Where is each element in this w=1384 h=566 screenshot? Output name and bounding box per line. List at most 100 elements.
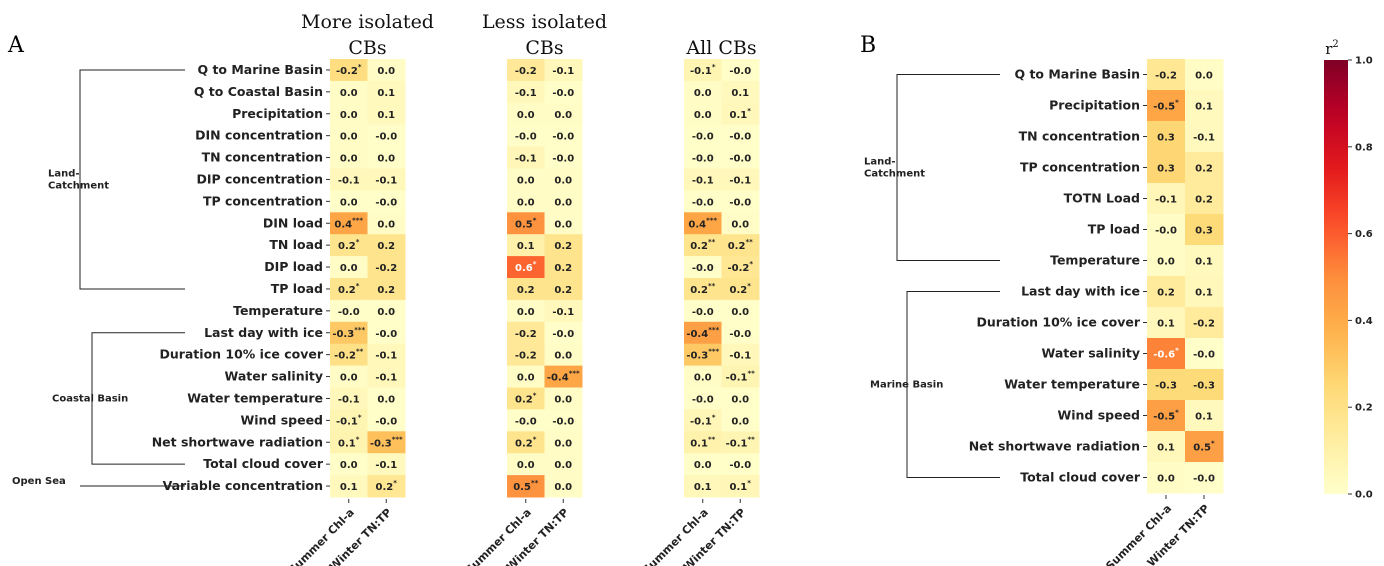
cell-significance: *** [708, 348, 719, 356]
cell-value: -0.1 [729, 175, 751, 186]
heatmap-cell [1185, 214, 1224, 246]
cell-significance: * [533, 435, 537, 443]
heatmap-cell [684, 146, 722, 169]
cell-value: 0.1 [377, 88, 395, 99]
cell-value: 0.0 [554, 482, 572, 493]
cell-value: -0.1 [552, 307, 574, 318]
cell-value: 0.0 [517, 460, 535, 471]
row-label-dip-concentration: DIP concentration [196, 171, 323, 186]
heatmap-cell [721, 234, 760, 257]
heatmap-cell [330, 299, 368, 323]
cell-value: -0.2* [727, 260, 753, 274]
heatmap-cell [330, 365, 368, 388]
row-label-tn-concentration: TN concentration [1019, 129, 1140, 144]
cell-value: 0.0 [517, 110, 535, 121]
cell-significance: * [749, 260, 753, 268]
heatmap-cell [330, 124, 368, 148]
cell-value: 0.0 [731, 416, 749, 427]
cell-value: -0.2* [336, 63, 362, 77]
heatmap-cell [330, 475, 368, 498]
cell-significance: *** [354, 326, 365, 334]
cell-value: -0.0 [729, 460, 751, 471]
cell-value: -0.0 [552, 88, 574, 99]
cell-significance: *** [706, 216, 717, 224]
heatmap-cell [721, 256, 760, 279]
cell-value: 0.2 [517, 285, 535, 296]
panel-letter-a: A [7, 33, 25, 58]
heatmap-cell [367, 278, 406, 301]
cell-value: -0.0 [375, 197, 397, 208]
heatmap-cell [1147, 90, 1186, 122]
heatmap-cell [367, 59, 406, 82]
cell-significance: * [356, 282, 360, 290]
cell-value: -0.0 [729, 66, 751, 77]
cell-value: -0.2 [1155, 71, 1177, 82]
heatmap-cell [1147, 338, 1186, 370]
group-label: Marine Basin [870, 380, 943, 391]
heatmap-panel-a: Q to Marine Basin Q to Coastal Basin Preci… [12, 11, 760, 566]
group-label: Land- [48, 168, 80, 179]
cell-significance: * [747, 479, 751, 487]
cell-value: 0.0 [340, 88, 358, 99]
cell-value: 0.2* [338, 282, 360, 296]
row-label-water-salinity: Water salinity [225, 369, 324, 384]
heatmap-cell [367, 102, 406, 126]
cell-value: -0.2 [515, 351, 537, 362]
cell-value: 0.1 [340, 482, 358, 493]
row-label-precipitation: Precipitation [1049, 98, 1140, 113]
heatmap-cell [507, 365, 545, 388]
heatmap-cell [544, 212, 583, 235]
cell-value: -0.1 [515, 154, 537, 165]
heatmap-cell [367, 475, 406, 498]
row-label-tn-load: TN load [269, 237, 323, 252]
heatmap-cell [507, 212, 545, 235]
heatmap-cell [721, 212, 760, 235]
group-label: Land- [864, 157, 896, 168]
cell-value: -0.6* [1153, 347, 1179, 361]
cell-value: 0.2* [515, 435, 537, 449]
block-title: CBs [348, 37, 386, 59]
cell-significance: * [533, 391, 537, 399]
heatmap-cell [721, 190, 760, 213]
cell-value: -0.1 [552, 66, 574, 77]
row-label-din-concentration: DIN concentration [195, 128, 323, 143]
cell-value: 0.1 [1195, 102, 1213, 113]
cell-value: 0.2 [554, 263, 572, 274]
row-label-water-temperature: Water temperature [1004, 377, 1140, 392]
cell-significance: ** [708, 435, 716, 443]
heatmap-cell [721, 453, 760, 476]
heatmap-cell [330, 256, 368, 279]
group-label: Catchment [48, 180, 109, 191]
heatmap-cell [721, 102, 760, 126]
row-label-total-cloud-cover: Total cloud cover [1020, 470, 1141, 485]
cell-value: 0.1 [377, 110, 395, 121]
cell-significance: * [356, 238, 360, 246]
row-label-last-day-with-ice: Last day with ice [1021, 284, 1140, 299]
cell-value: 0.5* [1193, 440, 1215, 454]
heatmap-cell [330, 409, 368, 432]
row-label-net-shortwave-radiation: Net shortwave radiation [152, 434, 323, 449]
block-title: All CBs [685, 37, 756, 59]
cell-significance: *** [708, 326, 719, 334]
col-label-winter-tn-tp: Winter TN:TP [327, 506, 394, 566]
colorbar-tick-label: 0.8 [1355, 142, 1373, 153]
cell-significance: * [358, 63, 362, 71]
cell-value: -0.1 [338, 175, 360, 186]
cell-value: 0.2 [1157, 288, 1175, 299]
colorbar: 0.0 0.2 0.4 0.6 0.8 1.0 r2 [1324, 39, 1373, 501]
cell-value: 0.0 [1157, 257, 1175, 268]
cell-value: 0.1 [1157, 443, 1175, 454]
row-label-tn-concentration: TN concentration [202, 150, 323, 165]
heatmap-cell [330, 387, 368, 410]
cell-value: 0.2 [377, 285, 395, 296]
cell-value: 0.0 [340, 460, 358, 471]
cell-significance: ** [356, 348, 364, 356]
cell-significance: * [712, 63, 716, 71]
colorbar-tick-label: 0.2 [1355, 403, 1373, 414]
heatmap-cell [1185, 276, 1224, 308]
heatmap-cell [1185, 90, 1224, 122]
cell-value: -0.2 [515, 329, 537, 340]
col-label-winter-tn-tp: Winter TN:TP [681, 506, 748, 566]
cell-value: -0.0 [515, 416, 537, 427]
heatmap-cell [544, 365, 583, 388]
